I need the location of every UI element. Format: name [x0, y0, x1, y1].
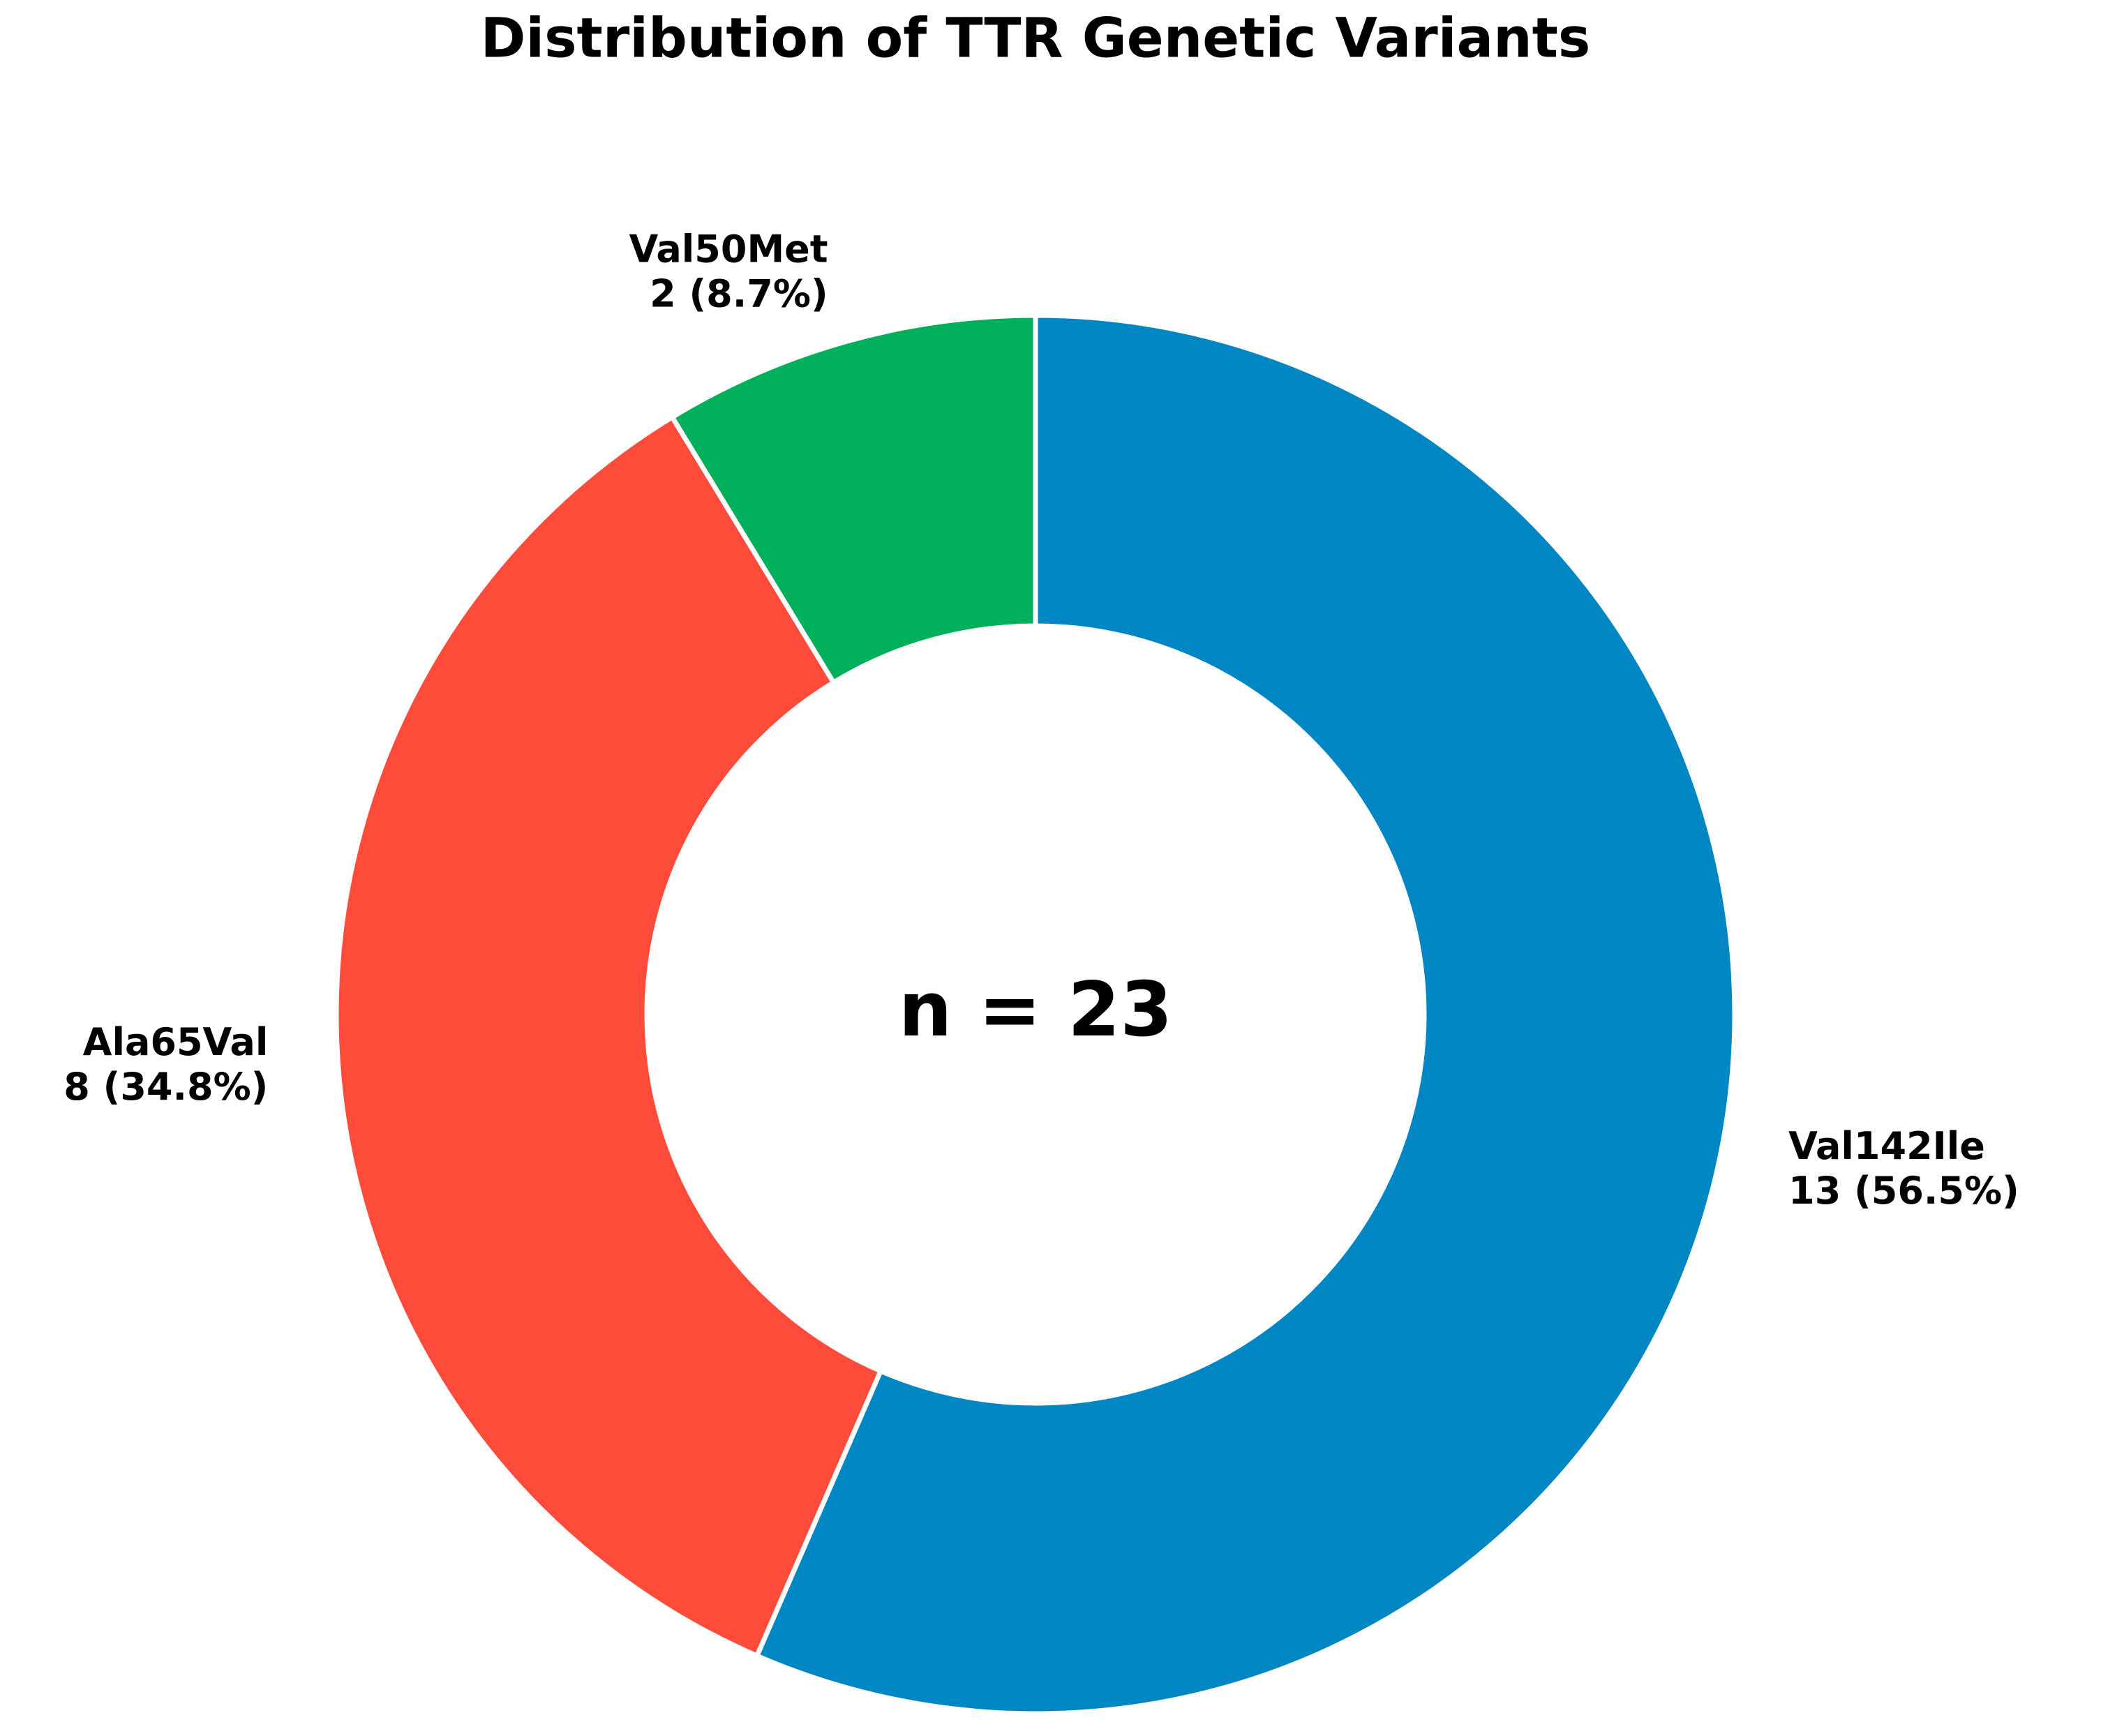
center-label: n = 23 — [899, 966, 1173, 1054]
value-label: 13 (56.5%) — [1788, 1169, 2019, 1213]
segment-label: Ala65Val — [83, 1020, 269, 1064]
donut — [334, 313, 1737, 1716]
value-label: 2 (8.7%) — [650, 271, 828, 315]
value-label: 8 (34.8%) — [63, 1065, 268, 1109]
donut-segment — [669, 313, 1038, 685]
chart-title: Distribution of TTR Genetic Variants — [481, 7, 1591, 70]
donut-segment — [334, 414, 883, 1659]
segment-label: Val50Met — [629, 227, 828, 271]
donut-segment — [754, 313, 1737, 1716]
segment-label: Val142Ile — [1788, 1124, 1985, 1168]
